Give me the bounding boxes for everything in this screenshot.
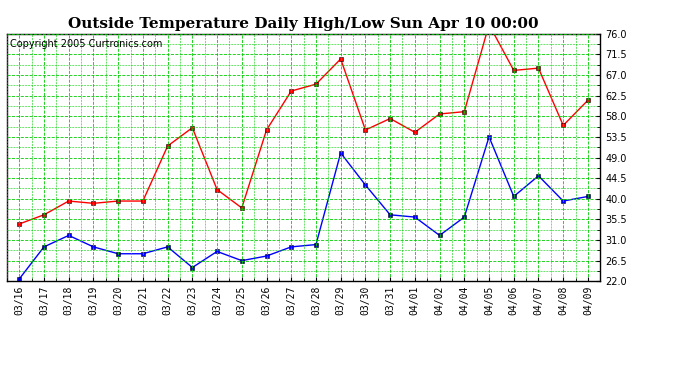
Title: Outside Temperature Daily High/Low Sun Apr 10 00:00: Outside Temperature Daily High/Low Sun A… (68, 17, 539, 31)
Text: Copyright 2005 Curtronics.com: Copyright 2005 Curtronics.com (10, 39, 162, 49)
